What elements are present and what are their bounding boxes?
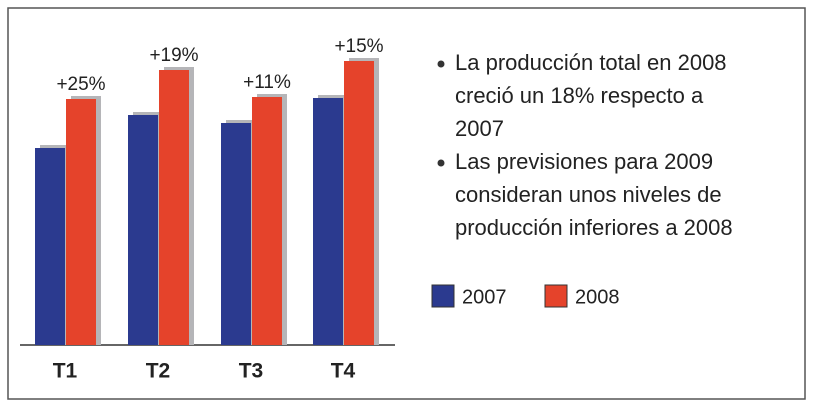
annotation: +25% <box>56 74 105 95</box>
note-line: 2007 <box>455 116 504 141</box>
note-line: consideran unos niveles de <box>455 182 722 207</box>
bar <box>221 123 251 345</box>
note-line: La producción total en 2008 <box>455 50 727 75</box>
bar <box>159 70 189 345</box>
bar <box>344 61 374 345</box>
bar <box>313 98 343 345</box>
annotation: +11% <box>243 72 291 93</box>
x-tick-label: T4 <box>331 360 356 383</box>
bar <box>35 148 65 345</box>
bar <box>66 99 96 345</box>
x-tick-label: T3 <box>239 360 264 383</box>
annotation: +15% <box>334 36 383 57</box>
legend-swatch <box>431 284 455 308</box>
legend-label: 2007 <box>462 286 507 308</box>
x-tick-label: T1 <box>53 360 78 383</box>
x-tick-label: T2 <box>146 360 171 383</box>
bar <box>128 115 158 345</box>
note-line: creció un 18% respecto a <box>455 83 704 108</box>
bullet <box>437 60 445 68</box>
note-line: Las previsiones para 2009 <box>455 149 713 174</box>
legend-label: 2008 <box>575 286 620 308</box>
bullet <box>437 159 445 167</box>
bar <box>252 97 282 345</box>
annotation: +19% <box>149 45 198 66</box>
note-line: producción inferiores a 2008 <box>455 215 733 240</box>
legend-swatch <box>544 284 568 308</box>
